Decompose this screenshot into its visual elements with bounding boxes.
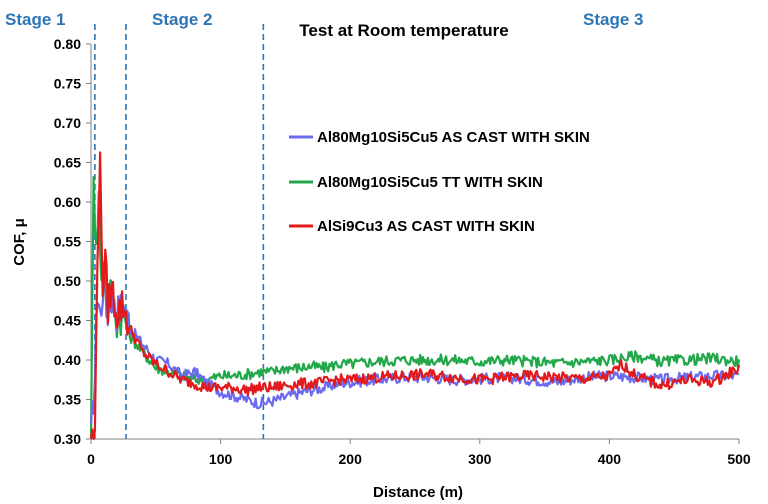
y-axis-label: COF, μ: [11, 218, 28, 266]
chart-title: Test at Room temperature: [299, 21, 508, 40]
y-tick-label: 0.70: [54, 115, 81, 131]
y-tick-label: 0.80: [54, 36, 81, 52]
y-tick-label: 0.60: [54, 194, 81, 210]
y-tick-label: 0.35: [54, 392, 81, 408]
legend-entry: Al80Mg10Si5Cu5 AS CAST WITH SKIN: [317, 129, 590, 146]
stage-label: Stage 3: [583, 10, 643, 29]
x-tick-label: 0: [87, 451, 95, 467]
x-tick-label: 500: [727, 451, 751, 467]
y-tick-label: 0.40: [54, 352, 81, 368]
series-line-3: [89, 151, 741, 441]
legend-entry: AlSi9Cu3 AS CAST WITH SKIN: [317, 218, 535, 235]
y-tick-label: 0.50: [54, 273, 81, 289]
x-tick-label: 100: [209, 451, 233, 467]
y-tick-label: 0.45: [54, 313, 81, 329]
x-tick-label: 400: [598, 451, 622, 467]
y-tick-label: 0.30: [54, 431, 81, 447]
series-line-2: [89, 175, 741, 440]
stage-label: Stage 2: [152, 10, 212, 29]
legend: Al80Mg10Si5Cu5 AS CAST WITH SKIN Al80Mg10…: [289, 129, 590, 235]
x-tick-label: 300: [468, 451, 492, 467]
x-tick-label: 200: [339, 451, 363, 467]
x-ticks: 0 100 200 300 400 500: [87, 439, 751, 467]
y-tick-label: 0.65: [54, 155, 81, 171]
y-tick-label: 0.55: [54, 234, 81, 250]
series-line-1: [89, 262, 740, 424]
y-ticks: 0.30 0.35 0.40 0.45 0.50 0.55 0.60 0.65 0.70 0.75…: [54, 36, 91, 447]
stage-label: Stage 1: [5, 10, 65, 29]
stage-labels: Stage 1 Stage 2 Stage 3: [5, 10, 643, 29]
series-lines: [89, 151, 741, 441]
x-axis-label: Distance (m): [373, 484, 463, 501]
y-tick-label: 0.75: [54, 76, 81, 92]
legend-entry: Al80Mg10Si5Cu5 TT WITH SKIN: [317, 174, 543, 191]
